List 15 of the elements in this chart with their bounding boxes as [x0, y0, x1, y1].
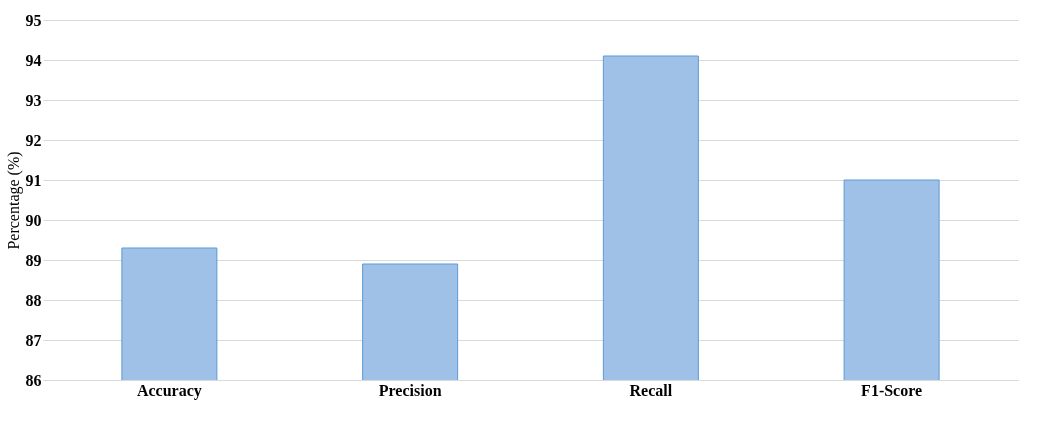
x-tick-label: F1-Score [861, 381, 923, 399]
y-tick-label: 87 [25, 331, 42, 349]
y-tick-label: 95 [25, 11, 42, 29]
y-tick-label: 89 [25, 251, 42, 269]
y-tick-label: 93 [25, 91, 42, 109]
x-tick-label: Accuracy [136, 381, 202, 400]
y-tick-label: 92 [25, 131, 42, 149]
y-tick-label: 94 [25, 51, 42, 69]
x-tick-label: Recall [629, 381, 673, 399]
y-tick-label: 91 [25, 171, 42, 189]
y-tick-label: 88 [25, 291, 42, 309]
x-tick-label: Precision [378, 381, 442, 399]
y-axis-title: Percentage (%) [4, 151, 23, 250]
y-tick-label: 90 [25, 211, 42, 229]
y-tick-label: 86 [25, 371, 42, 389]
